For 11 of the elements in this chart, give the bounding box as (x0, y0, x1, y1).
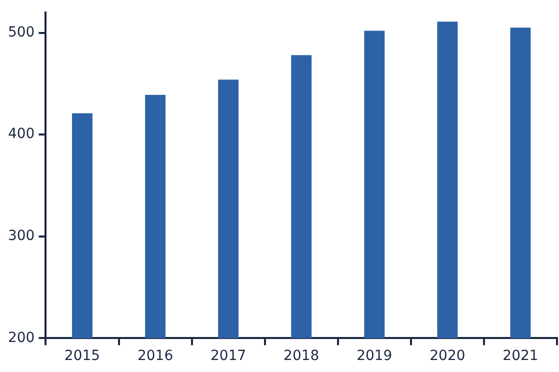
y-tick-label: 400 (8, 126, 35, 142)
x-tick-label: 2018 (284, 348, 320, 364)
y-tick-label: 500 (8, 24, 35, 40)
x-tick-label: 2020 (430, 348, 466, 364)
x-tick-label: 2021 (502, 348, 538, 364)
x-tick-label: 2016 (137, 348, 174, 364)
x-tick-label: 2019 (356, 348, 392, 364)
x-tick-label: 2015 (64, 348, 100, 364)
y-tick-label: 200 (8, 330, 35, 346)
x-tick-label: 2017 (210, 348, 246, 364)
y-tick-label: 300 (8, 228, 35, 244)
